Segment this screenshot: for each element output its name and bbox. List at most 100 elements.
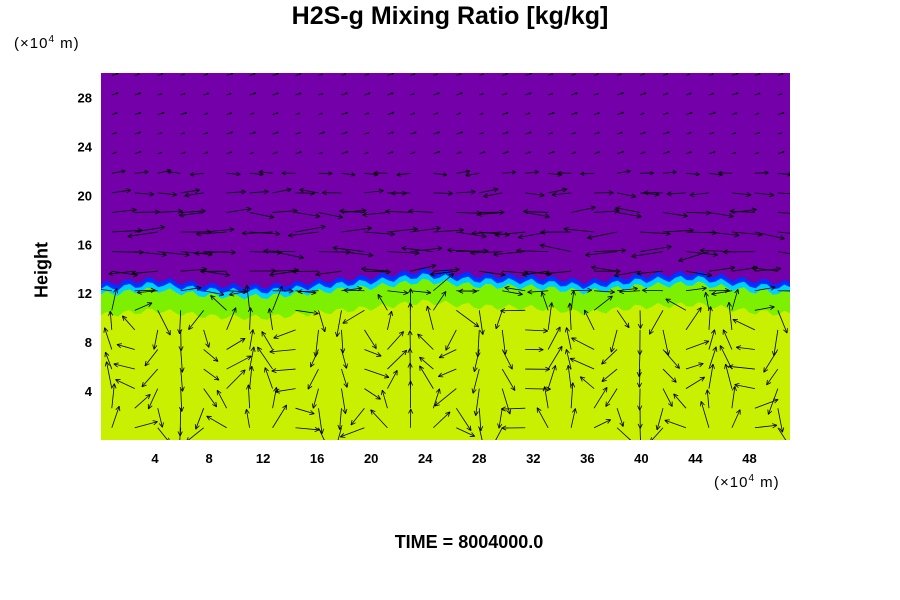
wind-vector-head	[276, 92, 279, 95]
wind-vector	[685, 172, 700, 175]
wind-vector-head	[482, 132, 484, 134]
wind-vector-head	[149, 191, 155, 197]
wind-vector	[639, 246, 672, 253]
wind-vector	[312, 388, 319, 409]
wind-vector	[134, 302, 153, 311]
wind-vector-head	[250, 346, 256, 352]
wind-vector	[639, 132, 646, 135]
x-tick-label: 32	[526, 451, 540, 466]
wind-vector	[548, 112, 555, 115]
wind-vector-head	[172, 191, 178, 197]
wind-vector-head	[602, 387, 608, 393]
wind-vector-head	[643, 151, 646, 154]
wind-vector	[337, 427, 342, 440]
wind-vector-head	[631, 193, 637, 199]
wind-vector	[551, 192, 572, 196]
wind-vector	[275, 388, 296, 393]
wind-vector	[502, 151, 509, 155]
wind-vector-head	[342, 408, 348, 414]
wind-vector-head	[177, 208, 183, 214]
wind-vector	[273, 329, 296, 339]
wind-vector	[318, 131, 325, 135]
wind-vector-head	[321, 190, 327, 196]
wind-vector-head	[471, 230, 477, 236]
wind-vector-head	[580, 171, 585, 176]
wind-vector-head	[299, 73, 302, 76]
wind-vector	[736, 346, 755, 350]
wind-vector-head	[299, 92, 302, 95]
wind-vector	[662, 368, 677, 383]
wind-vector	[754, 172, 769, 174]
wind-vector-head	[666, 244, 672, 250]
wind-vector-head	[113, 288, 119, 294]
wind-vector	[141, 368, 159, 388]
wind-vector-head	[321, 92, 324, 95]
wind-vector	[364, 172, 379, 176]
wind-vector-head	[441, 291, 447, 297]
wind-vector-head	[139, 150, 142, 154]
wind-vector-head	[766, 379, 772, 386]
wind-vector-head	[213, 375, 220, 381]
wind-vector	[203, 329, 210, 348]
wind-vector-head	[551, 365, 557, 371]
wind-vector-head	[615, 206, 621, 212]
wind-vector-head	[258, 169, 263, 175]
wind-vector-head	[337, 424, 343, 430]
wind-vector	[587, 231, 618, 239]
wind-vector-head	[345, 150, 349, 154]
wind-vector-head	[240, 337, 246, 343]
y-tick-label: 28	[78, 90, 92, 105]
wind-vector	[111, 229, 143, 233]
wind-vector-head	[636, 213, 642, 219]
wind-vector-head	[668, 401, 673, 407]
wind-vector-head	[758, 92, 761, 95]
wind-vector	[754, 399, 779, 409]
wind-vector	[547, 326, 561, 350]
wind-vector-head	[734, 151, 737, 154]
vector-field	[101, 73, 809, 448]
wind-vector-head	[649, 170, 654, 176]
wind-vector-head	[465, 169, 471, 174]
wind-vector-head	[570, 290, 576, 296]
wind-vector-head	[177, 443, 181, 448]
wind-vector	[157, 192, 177, 196]
wind-vector-head	[437, 150, 441, 154]
wind-vector-head	[212, 401, 218, 408]
wind-vector-head	[475, 352, 481, 358]
wind-vector-head	[758, 131, 761, 134]
wind-vector-head	[528, 151, 531, 154]
wind-vector	[134, 211, 160, 213]
wind-vector	[685, 307, 702, 331]
wind-vector	[339, 408, 342, 430]
wind-vector	[544, 386, 549, 409]
wind-vector-head	[183, 151, 186, 154]
wind-vector-head	[367, 132, 370, 134]
wind-vector	[708, 112, 716, 115]
wind-vector-head	[729, 208, 735, 214]
wind-vector-head	[548, 302, 554, 308]
wind-vector-head	[459, 151, 462, 154]
wind-vector-head	[597, 92, 599, 95]
wind-vector-head	[398, 331, 405, 337]
wind-vector	[754, 306, 775, 311]
wind-vector	[777, 192, 790, 195]
wind-vector	[728, 365, 755, 370]
wind-vector-head	[159, 225, 166, 231]
wind-vector-head	[614, 208, 620, 214]
wind-vector-head	[804, 232, 809, 236]
wind-vector-head	[767, 409, 773, 415]
wind-vector-head	[722, 249, 728, 255]
wind-vector	[708, 212, 734, 217]
wind-vector	[180, 189, 200, 194]
wind-vector-head	[367, 73, 370, 76]
wind-vector	[310, 349, 319, 368]
wind-vector	[272, 404, 288, 428]
wind-vector	[705, 292, 710, 311]
wind-vector	[565, 349, 572, 370]
wind-vector	[268, 308, 273, 330]
wind-vector-head	[253, 73, 256, 76]
wind-vector	[387, 370, 398, 389]
wind-vector	[203, 368, 220, 381]
wind-vector-head	[458, 288, 464, 294]
